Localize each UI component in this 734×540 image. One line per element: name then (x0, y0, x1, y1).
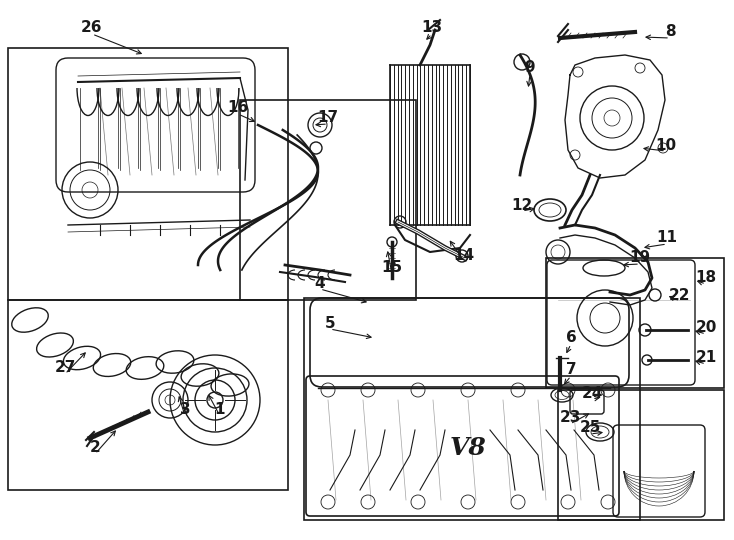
Text: 2: 2 (90, 441, 101, 456)
Text: 8: 8 (665, 24, 675, 39)
Text: 5: 5 (324, 315, 335, 330)
Bar (304, 298, 640, 520)
Text: 4: 4 (315, 275, 325, 291)
Text: 16: 16 (228, 100, 249, 116)
Text: 3: 3 (180, 402, 190, 417)
Bar (546, 258, 724, 388)
Text: 6: 6 (566, 330, 576, 346)
Text: 24: 24 (581, 386, 603, 401)
Text: 12: 12 (512, 198, 533, 213)
Text: 17: 17 (317, 111, 338, 125)
Text: 1: 1 (215, 402, 225, 417)
Text: 25: 25 (579, 421, 600, 435)
Text: 18: 18 (695, 271, 716, 286)
Text: 27: 27 (54, 361, 76, 375)
Text: 7: 7 (566, 362, 576, 377)
Bar (558, 390, 724, 520)
Text: 14: 14 (454, 247, 475, 262)
Text: 23: 23 (559, 410, 581, 426)
Text: V8: V8 (450, 436, 487, 460)
Bar (8, 48, 288, 300)
Text: 11: 11 (656, 231, 677, 246)
Text: 26: 26 (81, 21, 103, 36)
Text: 9: 9 (525, 60, 535, 76)
Text: 20: 20 (695, 321, 716, 335)
Text: 22: 22 (669, 287, 691, 302)
Text: 13: 13 (421, 21, 443, 36)
Text: 10: 10 (655, 138, 677, 152)
Text: 21: 21 (695, 350, 716, 366)
Bar (8, 300, 288, 490)
Text: 15: 15 (382, 260, 402, 275)
Bar (240, 100, 416, 300)
Text: 19: 19 (630, 251, 650, 266)
